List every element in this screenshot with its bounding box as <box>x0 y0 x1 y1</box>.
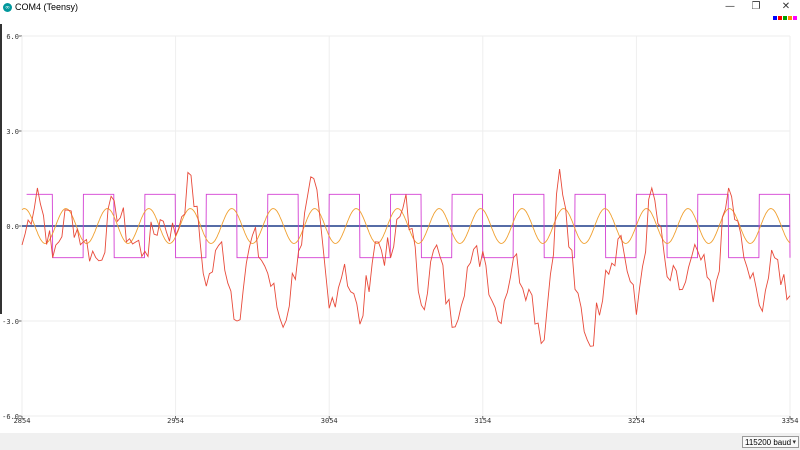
legend-color-1 <box>778 16 782 20</box>
x-tick-label: 3354 <box>782 417 799 424</box>
legend-color-4 <box>793 16 797 20</box>
arduino-icon: ∞ <box>3 3 12 12</box>
restore-button[interactable]: ❐ <box>751 1 761 12</box>
x-tick-label: 3154 <box>474 417 491 424</box>
y-tick-label: -3.0 <box>2 318 19 326</box>
close-button[interactable]: ✕ <box>781 1 791 12</box>
minimize-button[interactable]: — <box>725 1 735 12</box>
y-tick-label: 0.0 <box>6 223 19 231</box>
legend-color-2 <box>783 16 787 20</box>
baud-rate-value: 115200 baud <box>745 438 792 447</box>
legend-color-3 <box>788 16 792 20</box>
status-bar <box>0 433 800 450</box>
window-title: COM4 (Teensy) <box>15 2 79 12</box>
x-tick-label: 2854 <box>14 417 31 424</box>
window-edge <box>0 24 2 314</box>
baud-rate-select[interactable]: 115200 baud ▾ <box>742 436 799 448</box>
title-bar: ∞ COM4 (Teensy) — ❐ ✕ <box>0 0 800 16</box>
x-tick-label: 2954 <box>167 417 184 424</box>
y-tick-label: 3.0 <box>6 128 19 136</box>
legend-color-0 <box>773 16 777 20</box>
y-tick-label: 6.0 <box>6 33 19 41</box>
series-line-1 <box>26 193 791 259</box>
y-tick-label: -6.0 <box>2 413 19 421</box>
series-line-3 <box>21 168 791 347</box>
x-tick-label: 3054 <box>321 417 338 424</box>
chevron-down-icon: ▾ <box>792 439 796 446</box>
x-tick-label: 3254 <box>628 417 645 424</box>
series-legend <box>773 16 797 20</box>
